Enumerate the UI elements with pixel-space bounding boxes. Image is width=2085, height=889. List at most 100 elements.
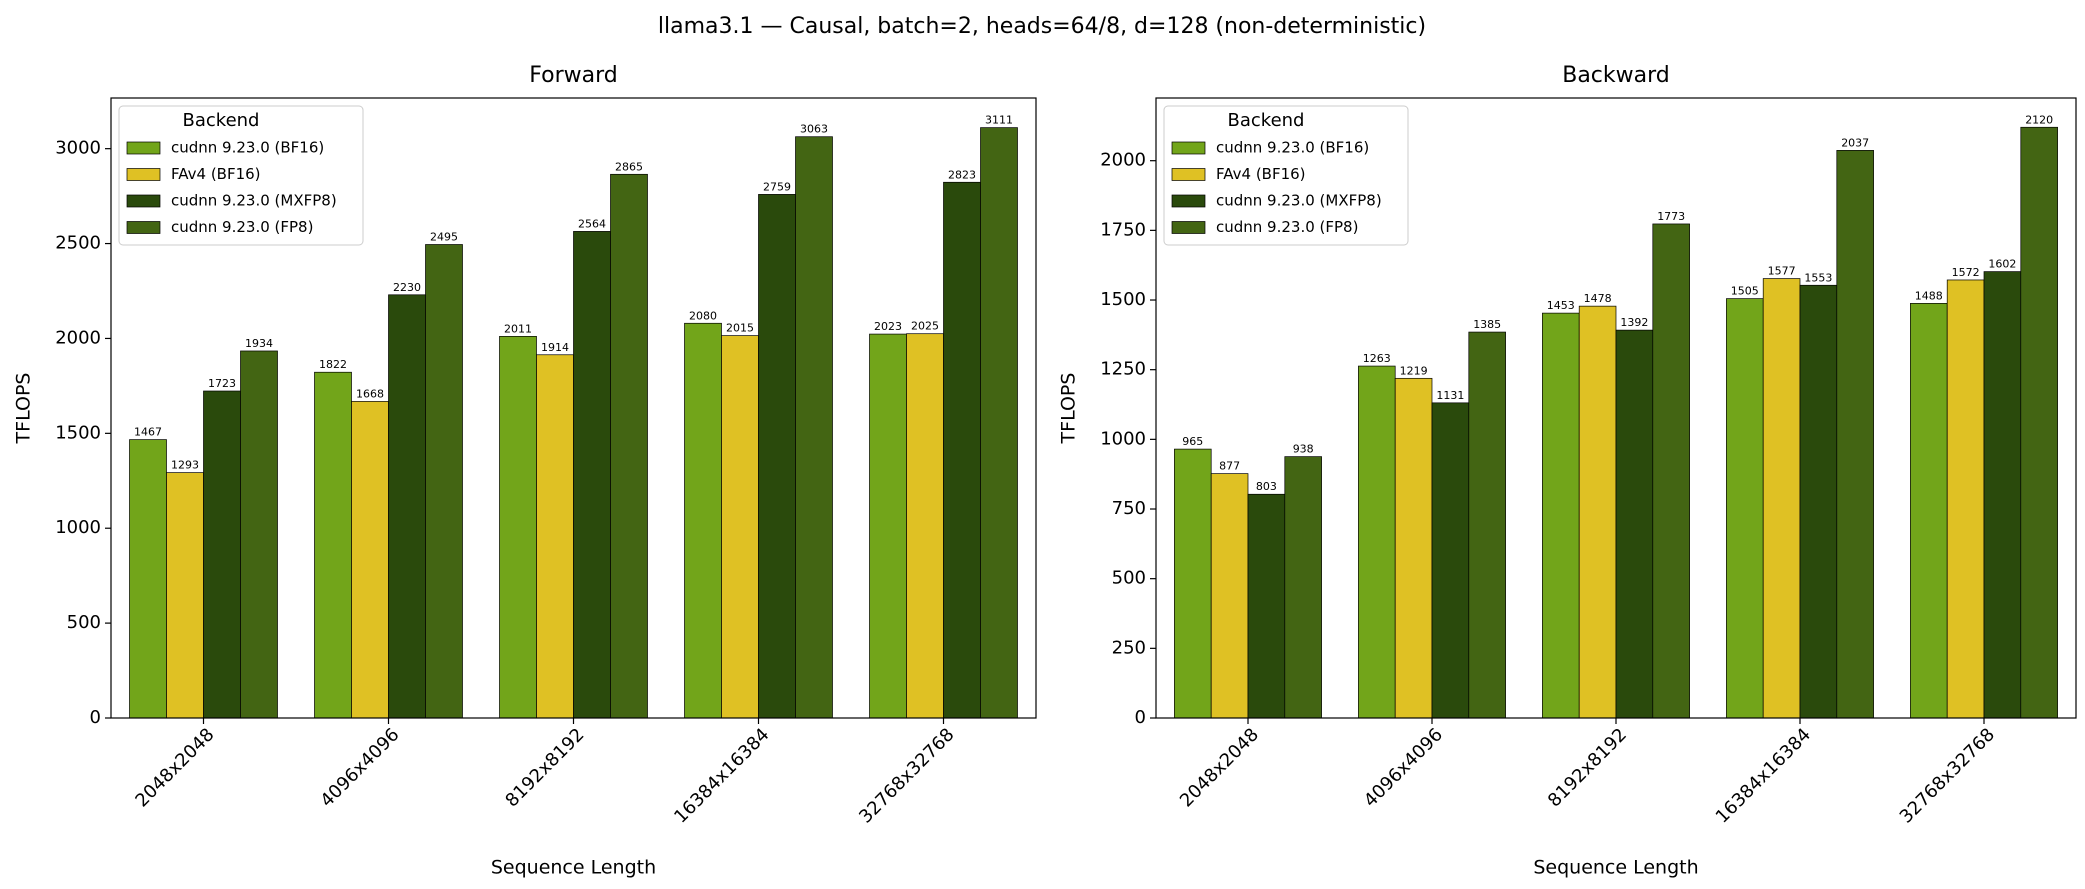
- legend-label: cudnn 9.23.0 (MXFP8): [171, 192, 337, 210]
- legend-label: cudnn 9.23.0 (MXFP8): [1216, 192, 1382, 210]
- value-label: 1293: [171, 459, 199, 472]
- value-label: 2495: [430, 231, 458, 244]
- value-label: 1773: [1657, 210, 1685, 223]
- bar: [1578, 305, 1617, 719]
- value-label: 2015: [726, 322, 754, 335]
- bar: [166, 472, 204, 719]
- value-label: 2023: [874, 320, 902, 333]
- value-label: 1553: [1804, 271, 1832, 284]
- value-label: 1505: [1731, 285, 1759, 298]
- y-tick-label: 500: [1112, 568, 1146, 589]
- y-tick-label: 1500: [55, 422, 101, 443]
- value-label: 1453: [1547, 299, 1575, 312]
- value-label: 938: [1293, 443, 1314, 456]
- y-tick-label: 3000: [55, 138, 101, 159]
- bar: [1247, 493, 1286, 719]
- bar: [536, 354, 574, 719]
- value-label: 1602: [1988, 258, 2016, 271]
- legend-swatch: [1171, 194, 1206, 208]
- y-tick-label: 1750: [1100, 219, 1146, 240]
- bar: [1615, 329, 1654, 719]
- bar: [1836, 150, 1874, 719]
- value-label: 1467: [134, 426, 162, 439]
- y-tick-label: 1000: [1100, 428, 1146, 449]
- legend-swatch: [1171, 221, 1206, 234]
- bar: [1358, 365, 1396, 719]
- bar: [1910, 303, 1948, 719]
- bar: [1284, 456, 1322, 719]
- y-tick-label: 1000: [55, 517, 101, 538]
- plot-frame: [1155, 97, 2077, 719]
- bar: [758, 194, 796, 719]
- value-label: 2230: [393, 281, 421, 294]
- bar: [203, 390, 241, 719]
- y-tick-label: 2000: [55, 327, 101, 348]
- bar: [499, 336, 537, 719]
- y-tick-label: 1500: [1100, 289, 1146, 310]
- legend-box: [1163, 105, 1409, 246]
- bar: [314, 371, 352, 719]
- bar: [129, 439, 167, 719]
- value-label: 877: [1219, 460, 1240, 473]
- legend-box: [118, 105, 364, 246]
- legend-swatch: [126, 221, 161, 234]
- value-label: 2120: [2025, 113, 2053, 126]
- bar: [1394, 377, 1433, 719]
- value-label: 965: [1182, 435, 1203, 448]
- y-tick-label: 250: [1112, 637, 1146, 658]
- bar: [1542, 312, 1580, 719]
- bar: [425, 244, 463, 719]
- value-label: 2564: [578, 217, 606, 230]
- bar: [1762, 278, 1801, 719]
- value-label: 1914: [541, 341, 569, 354]
- bar: [795, 136, 833, 719]
- value-label: 1577: [1768, 265, 1796, 278]
- value-label: 1723: [208, 377, 236, 390]
- value-label: 1392: [1620, 316, 1648, 329]
- bar: [1468, 331, 1506, 719]
- figure-title: llama3.1 — Causal, batch=2, heads=64/8, …: [658, 14, 1426, 39]
- legend-swatch: [126, 141, 161, 155]
- bar: [684, 322, 722, 719]
- value-label: 1385: [1473, 318, 1501, 331]
- y-tick-label: 500: [67, 612, 101, 633]
- bar: [573, 231, 611, 719]
- plot-frame: [110, 97, 1037, 719]
- bar: [1983, 271, 2022, 719]
- bar: [1431, 402, 1470, 719]
- bar: [721, 335, 759, 719]
- value-label: 803: [1256, 480, 1277, 493]
- bar: [980, 127, 1018, 719]
- legend-swatch: [1171, 168, 1206, 181]
- value-label: 1478: [1584, 292, 1612, 305]
- legend-label: cudnn 9.23.0 (FP8): [1216, 218, 1358, 236]
- bar: [1799, 284, 1838, 719]
- bar: [1726, 298, 1764, 719]
- legend-label: cudnn 9.23.0 (BF16): [171, 139, 324, 157]
- bar: [1174, 448, 1212, 719]
- y-tick-label: 2000: [1100, 150, 1146, 171]
- legend-title: Backend: [183, 110, 260, 131]
- y-tick-label: 1250: [1100, 359, 1146, 380]
- y-tick-label: 2500: [55, 233, 101, 254]
- value-label: 2823: [948, 168, 976, 181]
- bar: [351, 401, 389, 719]
- y-tick-label: 0: [1135, 707, 1146, 728]
- x-axis-label: Sequence Length: [1533, 857, 1698, 879]
- x-axis-label: Sequence Length: [491, 857, 656, 879]
- y-axis-label: TFLOPS: [13, 373, 35, 445]
- value-label: 1131: [1436, 389, 1464, 402]
- legend-label: cudnn 9.23.0 (FP8): [171, 218, 313, 236]
- y-tick-label: 750: [1112, 498, 1146, 519]
- value-label: 1572: [1952, 266, 1980, 279]
- value-label: 2759: [763, 180, 791, 193]
- bar: [943, 181, 981, 719]
- bar: [388, 294, 426, 719]
- bar: [869, 333, 907, 719]
- legend-label: FAv4 (BF16): [171, 165, 261, 183]
- value-label: 1488: [1915, 289, 1943, 302]
- bar: [1210, 473, 1249, 719]
- legend-swatch: [1171, 141, 1206, 155]
- value-label: 3063: [800, 123, 828, 136]
